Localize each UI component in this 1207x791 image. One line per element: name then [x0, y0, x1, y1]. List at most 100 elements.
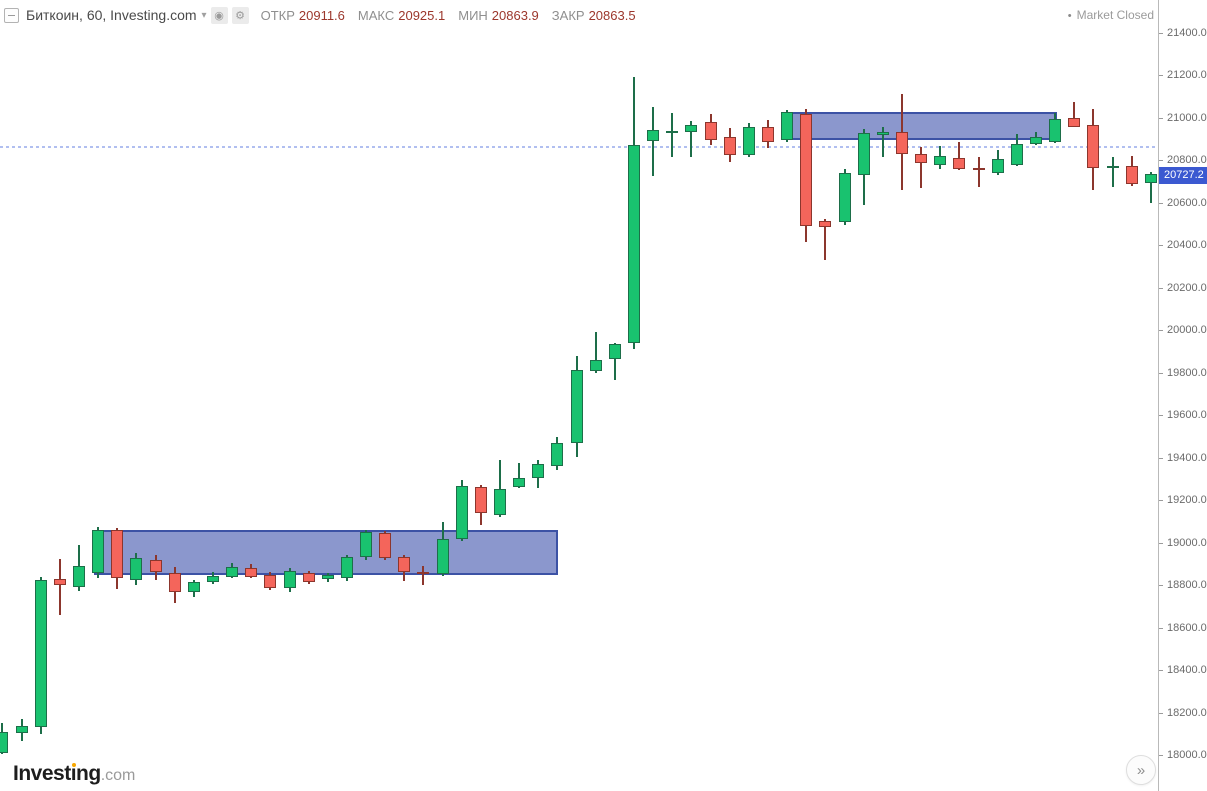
candle-up — [876, 132, 889, 135]
axis-tick-dash — [1159, 542, 1163, 544]
candle-wick — [613, 343, 616, 380]
axis-tick-label: 18200.0 — [1167, 706, 1207, 719]
market-status: • Market Closed — [1068, 8, 1154, 22]
candle-up — [436, 539, 449, 575]
candle-up — [551, 443, 564, 466]
gear-icon-button[interactable]: ⚙ — [231, 6, 249, 24]
axis-tick-dash — [1159, 330, 1163, 332]
current-price-label: 20727.2 — [1159, 167, 1207, 185]
axis-tick-dash — [1159, 457, 1163, 459]
ohlc-item: ЗАКР 20863.5 — [552, 8, 636, 23]
logo-text: Investıng — [13, 762, 101, 785]
candle-up — [742, 127, 755, 156]
candle-down — [168, 573, 181, 592]
axis-tick-dash — [1159, 33, 1163, 34]
candle-up — [513, 478, 526, 487]
candle-up — [857, 133, 870, 176]
status-dot-icon: • — [1067, 10, 1072, 22]
candle-wick — [652, 106, 655, 176]
candle-down — [915, 154, 928, 164]
axis-tick-dash — [1159, 202, 1163, 204]
candle-up — [130, 558, 143, 580]
candle-down — [800, 113, 813, 227]
candle-up — [0, 731, 9, 753]
candle-down — [264, 574, 277, 588]
candle-down — [953, 158, 966, 169]
candle-down — [474, 487, 487, 514]
axis-tick-dash — [1159, 415, 1163, 417]
candle-up — [532, 464, 545, 479]
axis-tick-label: 20200.0 — [1167, 281, 1207, 294]
candle-up — [628, 144, 641, 344]
candle-down — [302, 573, 315, 582]
candle-up — [570, 370, 583, 444]
chart-legend: Биткоин, 60, Investing.com ▾ ◉ ⚙ ОТКР 209… — [4, 4, 649, 26]
candle-down — [111, 529, 124, 579]
candle-down — [53, 578, 66, 586]
candle-wick — [977, 157, 980, 187]
axis-tick-label: 19200.0 — [1167, 494, 1207, 507]
axis-tick-label: 20600.0 — [1167, 196, 1207, 209]
candle-wick — [920, 146, 923, 188]
ohlc-value: 20863.9 — [491, 7, 539, 23]
ohlc-item: ОТКР 20911.6 — [261, 8, 345, 23]
candle-up — [360, 532, 373, 558]
axis-tick-dash — [1159, 500, 1163, 502]
axis-tick-label: 19400.0 — [1167, 451, 1207, 464]
candle-down — [762, 127, 774, 142]
candle-wick — [690, 120, 693, 157]
candle-down — [245, 568, 258, 578]
chart-layers — [0, 76, 1158, 754]
candle-wick — [58, 558, 61, 615]
symbol-title[interactable]: Биткоин, 60, Investing.com — [26, 7, 197, 23]
candle-down — [1068, 117, 1081, 128]
candle-wick — [1149, 171, 1152, 204]
chevron-down-icon[interactable]: ▾ — [201, 9, 207, 21]
price-axis[interactable]: 21400.0 21200.0 21000.0 20800.0 20600.0 20400… — [1158, 0, 1207, 791]
axis-tick-label: 21200.0 — [1167, 69, 1207, 82]
axis-tick-dash — [1159, 287, 1163, 289]
axis-tick-label: 18000.0 — [1167, 749, 1207, 761]
axis-tick-dash — [1159, 585, 1163, 587]
axis-tick-label: 21000.0 — [1167, 111, 1207, 124]
ohlc-value: 20863.5 — [588, 7, 636, 23]
ohlc-label: МАКС — [357, 7, 395, 23]
candle-up — [455, 486, 468, 540]
candle-up — [1010, 144, 1023, 166]
candle-up — [608, 344, 621, 359]
collapse-legend-button[interactable] — [4, 7, 19, 23]
logo-tld: .com — [100, 767, 136, 784]
drawn-zone-2[interactable] — [781, 111, 1057, 141]
ohlc-value: 20911.6 — [298, 7, 345, 23]
candle-up — [685, 124, 698, 132]
expand-panel-button[interactable]: » — [1126, 755, 1156, 785]
logo-dotless-i: ı — [70, 762, 77, 785]
chart-plot-area[interactable]: Биткоин, 60, Investing.com ▾ ◉ ⚙ ОТКР 209… — [0, 0, 1158, 791]
axis-tick-label: 20000.0 — [1167, 324, 1207, 337]
candle-up — [283, 571, 296, 588]
candle-down — [972, 167, 985, 170]
candle-up — [1049, 119, 1062, 142]
candle-down — [149, 560, 162, 572]
axis-tick-dash — [1159, 160, 1163, 162]
logo-text-suffix: ng — [76, 762, 101, 785]
candle-wick — [958, 141, 961, 170]
axis-tick-dash — [1159, 755, 1163, 756]
candle-up — [206, 575, 219, 582]
candle-down — [417, 572, 430, 575]
ohlc-label: ЗАКР — [551, 7, 585, 23]
eye-icon-button[interactable]: ◉ — [210, 6, 228, 24]
ohlc-item: МАКС 20925.1 — [358, 8, 445, 23]
candle-up — [72, 566, 85, 588]
axis-tick-dash — [1159, 117, 1163, 119]
ohlc-label: МИН — [458, 7, 488, 23]
ohlc-value: 20925.1 — [398, 7, 446, 23]
candle-wick — [499, 460, 502, 518]
candle-up — [781, 111, 794, 140]
drawn-zone-1[interactable] — [94, 529, 558, 575]
candle-down — [819, 221, 832, 227]
candle-down — [398, 557, 411, 573]
axis-tick-label: 21400.0 — [1167, 27, 1207, 39]
candle-up — [92, 529, 105, 574]
investing-logo: Investıng.com — [13, 762, 135, 786]
